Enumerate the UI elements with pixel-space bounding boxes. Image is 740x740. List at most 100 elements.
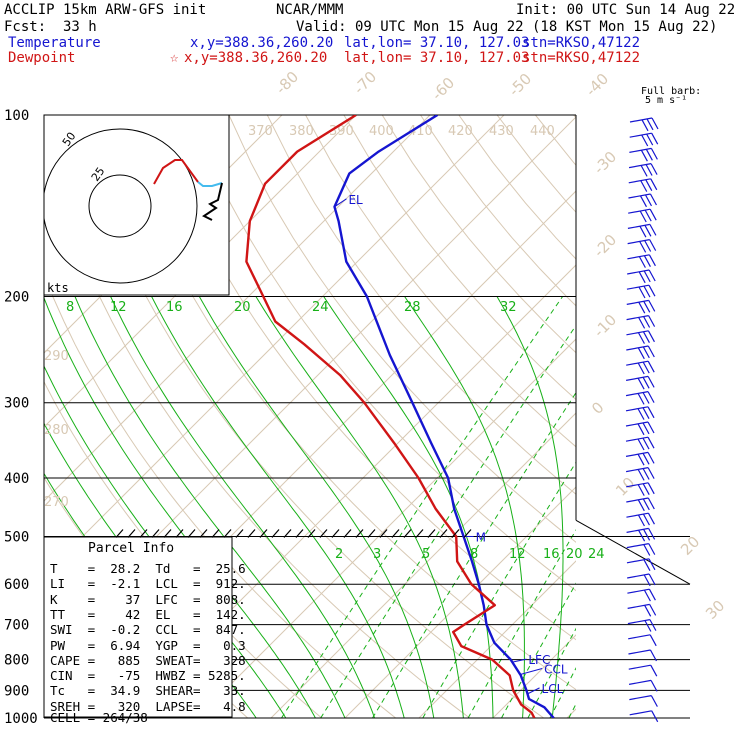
wind-barb-feather bbox=[651, 117, 659, 130]
dewpoint-profile bbox=[245, 115, 536, 718]
hatch-mark bbox=[439, 529, 448, 538]
mixing-ratio-line bbox=[527, 627, 576, 718]
wind-barb-staff bbox=[626, 558, 650, 564]
wind-barb-feather bbox=[648, 543, 656, 555]
parcel-info-title: Parcel Info bbox=[88, 541, 175, 556]
wind-barb-staff bbox=[626, 315, 649, 321]
mixing-ratio-label: 20 bbox=[234, 300, 251, 315]
isotherm-label: -50 bbox=[505, 70, 535, 100]
parcel-info-row: K = 37 LFC = 808. bbox=[50, 591, 246, 607]
parcel-info-row: Tc = 34.9 SHEAR= 33. bbox=[50, 683, 246, 699]
dry-adiabat-line bbox=[190, 115, 576, 592]
mixing-ratio-label: 16 bbox=[543, 547, 560, 562]
wind-barb-feather bbox=[643, 529, 651, 541]
hodograph-trace-mid bbox=[197, 181, 223, 187]
annotation-tick-ccl bbox=[520, 668, 543, 675]
mixing-ratio-label: 28 bbox=[404, 300, 421, 315]
star-icon: ☆ bbox=[170, 50, 179, 66]
wind-barb-staff bbox=[626, 512, 649, 518]
wind-barb-feather bbox=[648, 284, 656, 297]
isotherm-line bbox=[715, 115, 740, 718]
mixing-ratio-line bbox=[568, 702, 576, 718]
isotherm-line bbox=[492, 634, 576, 718]
hatch-mark bbox=[223, 529, 232, 538]
annotation-el: EL bbox=[348, 193, 363, 207]
hatch-mark bbox=[115, 529, 124, 538]
parcel-info-row: PW = 6.94 YGP = 0.3 bbox=[50, 637, 246, 653]
dewpoint-station: stn=RKSO,47122 bbox=[522, 50, 641, 66]
dry-adiabat-line bbox=[151, 115, 576, 641]
wind-barbs bbox=[625, 117, 659, 723]
mixing-ratio-label: 8 bbox=[66, 300, 74, 315]
isotherm-label: 10 bbox=[612, 474, 638, 500]
valid-time: Valid: 09 UTC Mon 15 Aug 22 (18 KST Mon … bbox=[296, 19, 718, 35]
theta-label: 400 bbox=[369, 124, 394, 139]
isotherm-label: 0 bbox=[588, 398, 607, 417]
wind-barb-staff bbox=[626, 527, 649, 533]
wind-barb-feather bbox=[637, 377, 645, 390]
dry-adiabat-line bbox=[266, 115, 576, 495]
hatch-mark bbox=[403, 529, 412, 538]
dry-adiabat-line bbox=[689, 115, 740, 718]
wind-barb-feather bbox=[648, 315, 656, 327]
theta-label: 290 bbox=[44, 349, 69, 364]
wind-barb-staff bbox=[626, 497, 649, 503]
wind-barb-staff bbox=[628, 178, 651, 184]
wind-barb-feather bbox=[642, 453, 650, 465]
wind-barb-feather bbox=[643, 285, 651, 298]
isotherm-line bbox=[270, 412, 576, 718]
wind-barb-feather bbox=[651, 710, 659, 723]
isotherm-label: -20 bbox=[590, 231, 620, 261]
wind-barb-feather bbox=[638, 271, 646, 284]
wind-barb-feather bbox=[649, 239, 657, 251]
dry-adiabat-line bbox=[228, 115, 576, 543]
wind-barb-feather bbox=[642, 498, 650, 511]
temperature-profile bbox=[333, 115, 555, 718]
wind-barb-feather bbox=[648, 588, 656, 601]
fcst-label: Fcst: bbox=[4, 19, 47, 35]
wind-barb-feather bbox=[643, 559, 651, 571]
mixing-ratio-label: 32 bbox=[500, 300, 517, 315]
wind-barb-staff bbox=[627, 223, 651, 229]
wind-barb-feather bbox=[649, 208, 657, 221]
hatch-mark bbox=[235, 529, 244, 538]
wind-barb-feather bbox=[639, 241, 647, 253]
wind-barb-feather bbox=[642, 513, 650, 526]
wind-barb-staff bbox=[627, 239, 650, 245]
isotherm-label: -40 bbox=[582, 70, 612, 100]
wind-barb-feather bbox=[644, 605, 652, 617]
mixing-ratio-label: 12 bbox=[509, 547, 526, 562]
hatch-mark bbox=[355, 529, 364, 538]
wind-barb-feather bbox=[646, 133, 654, 146]
wind-barb-feather bbox=[638, 317, 646, 329]
dry-adiabat-line bbox=[612, 115, 740, 718]
wind-barb-staff bbox=[626, 482, 649, 488]
wind-barb-staff bbox=[628, 208, 651, 214]
wind-barb-feather bbox=[648, 254, 656, 267]
dry-adiabat-line bbox=[496, 115, 576, 213]
wind-barb-feather bbox=[647, 330, 655, 343]
wind-barb-staff bbox=[626, 467, 649, 473]
pressure-label-900: 900 bbox=[4, 683, 29, 699]
hodograph-trace-upper bbox=[153, 159, 199, 185]
mixing-ratio-line bbox=[585, 297, 740, 719]
theta-label: 420 bbox=[448, 124, 473, 139]
moist-adiabat-line bbox=[255, 296, 464, 718]
wind-barb-staff bbox=[628, 664, 651, 670]
hatch-mark bbox=[451, 529, 460, 538]
theta-label: 380 bbox=[289, 124, 314, 139]
wind-barb-feather bbox=[639, 210, 647, 223]
wind-barb-feather bbox=[650, 680, 658, 692]
wind-barb-staff bbox=[626, 330, 649, 336]
wind-barb-feather bbox=[649, 634, 657, 647]
wind-barb-feather bbox=[642, 346, 650, 359]
wind-barb-staff bbox=[627, 603, 650, 609]
wind-barb-feather bbox=[651, 132, 659, 145]
pressure-label-1000: 1000 bbox=[4, 711, 38, 727]
mixing-ratio-label: 20 bbox=[566, 547, 583, 562]
isotherm-line bbox=[44, 115, 357, 428]
isotherm-line bbox=[196, 338, 576, 718]
wind-barb-staff bbox=[626, 345, 649, 351]
dry-adiabat-line bbox=[75, 115, 544, 718]
